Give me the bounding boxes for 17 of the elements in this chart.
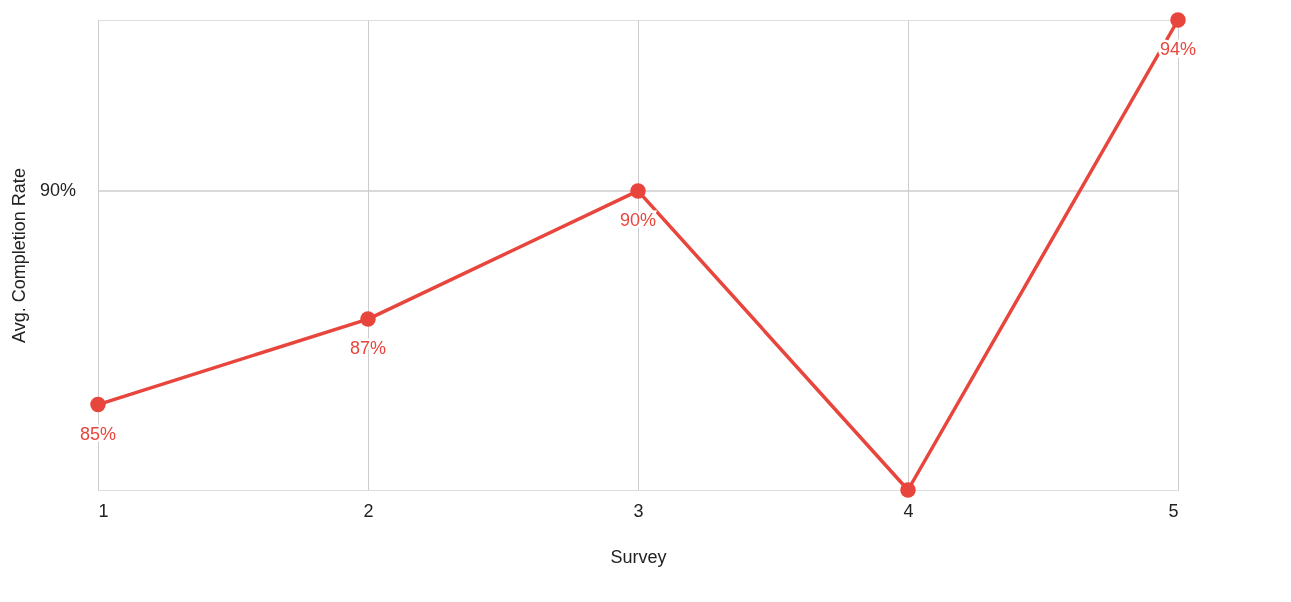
y-axis-title: Avg. Completion Rate [8,168,29,343]
x-axis-title: Survey [610,546,667,567]
x-tick-label: 1 [98,500,109,521]
point [630,183,646,199]
data-label: 94% [1159,39,1197,59]
data-label: 87% [349,338,387,359]
data-label: 85% [79,423,117,444]
point [1170,12,1186,28]
x-tick-label: 5 [1168,500,1179,521]
point [360,311,376,327]
ref-line-label: 90% [39,179,76,200]
x-tick-label: 4 [903,500,914,521]
data-label: 90% [619,209,657,230]
point [90,396,106,413]
x-tick-label: 3 [633,500,644,521]
x-tick-label: 2 [363,500,374,521]
point [900,482,916,498]
